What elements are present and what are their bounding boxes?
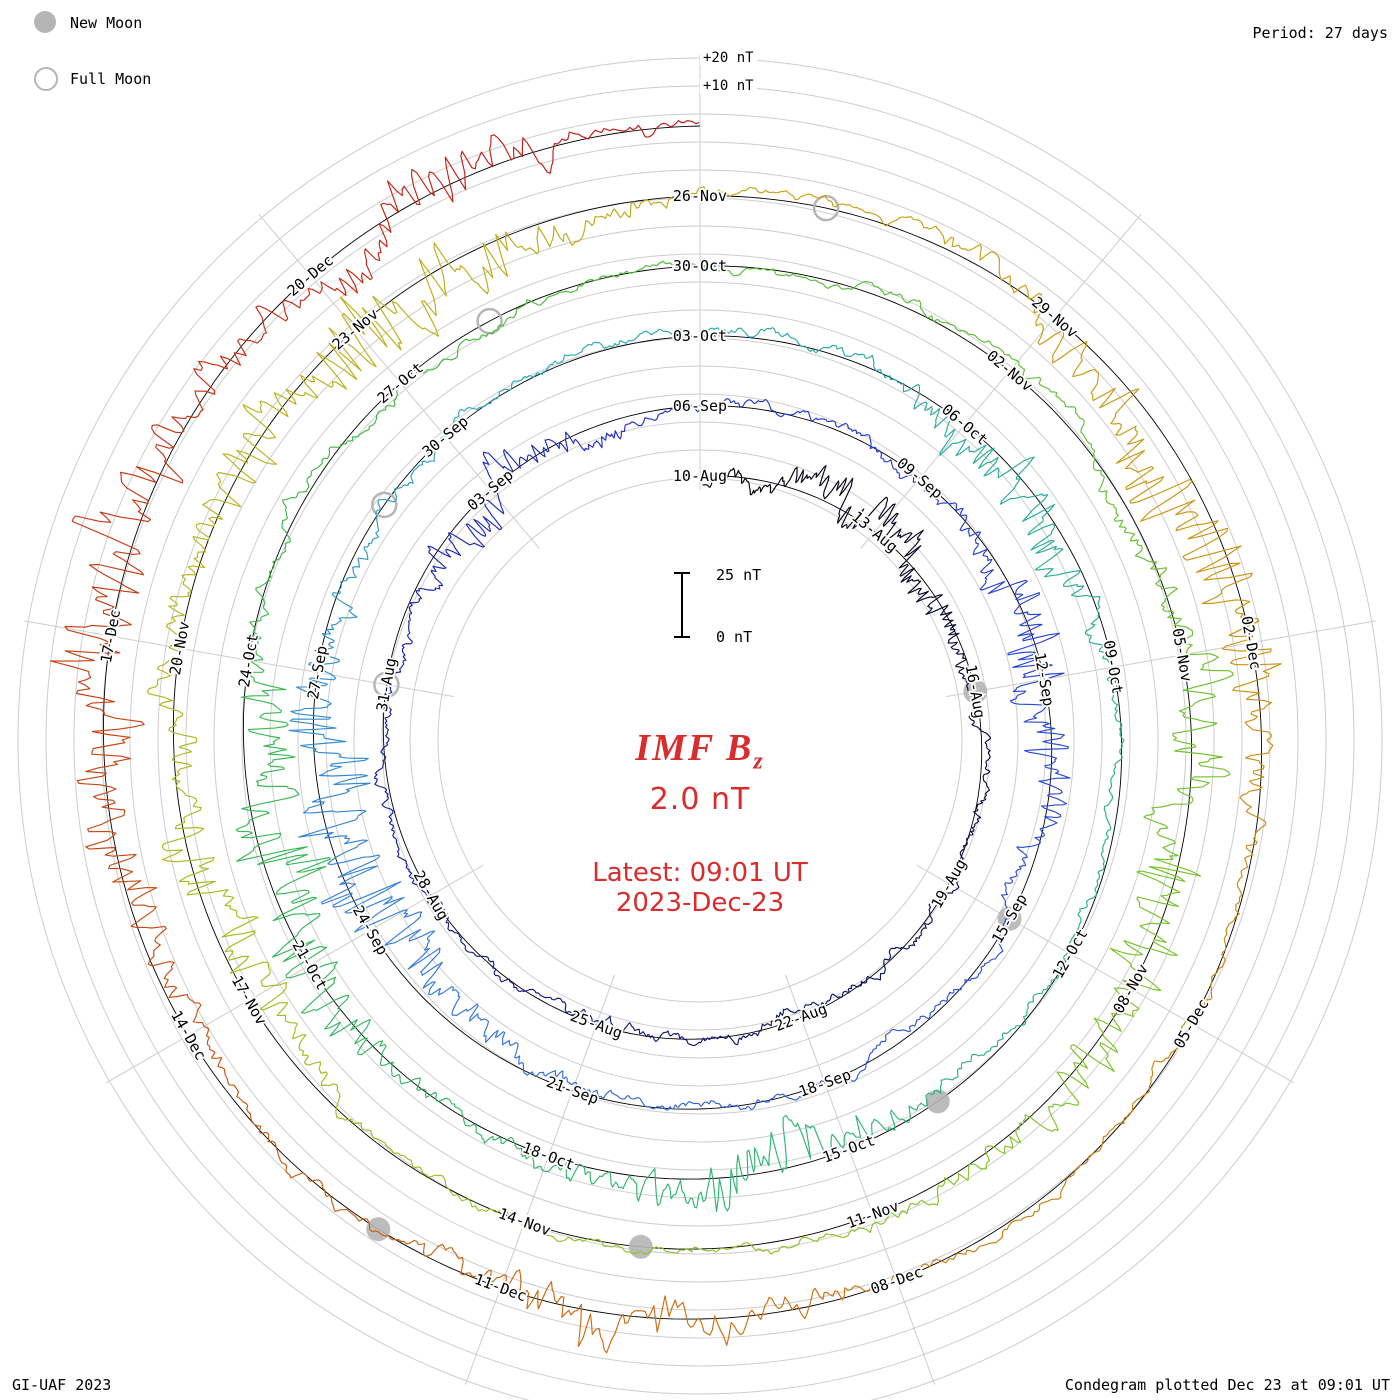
chart-title-main: IMF B xyxy=(635,727,754,769)
date-label: 30-Oct xyxy=(673,257,727,275)
date-label: 14-Nov xyxy=(496,1204,553,1239)
date-label: 20-Dec xyxy=(284,251,337,300)
date-label: 14-Dec xyxy=(167,1007,210,1063)
scale-bar-stem xyxy=(681,572,683,638)
new-moon-icon xyxy=(34,11,56,33)
latest-time: Latest: 09:01 UT xyxy=(592,858,808,888)
full-moon-marker xyxy=(371,491,398,519)
date-label: 25-Aug xyxy=(568,1007,625,1042)
scale-bar-top-cap xyxy=(674,572,690,574)
date-label: 31-Aug xyxy=(373,656,400,712)
legend-new-moon-label: New Moon xyxy=(70,14,143,32)
scale-bar-top-label: 25 nT xyxy=(714,566,764,584)
date-label: 13-Aug xyxy=(848,507,901,556)
date-label: 12-Oct xyxy=(1049,926,1092,982)
date-label: 03-Oct xyxy=(673,327,727,345)
legend-full-moon-label: Full Moon xyxy=(70,70,152,88)
date-label: 02-Nov xyxy=(983,347,1036,396)
credit-label: GI-UAF 2023 xyxy=(12,1376,112,1394)
period-label: Period: 27 days xyxy=(1252,24,1388,42)
date-label: 05-Dec xyxy=(1170,996,1213,1052)
date-label: 18-Sep xyxy=(796,1065,853,1100)
date-label: 08-Dec xyxy=(868,1263,925,1298)
plotted-label: Condegram plotted Dec 23 at 09:01 UT xyxy=(1064,1376,1390,1394)
date-label: 06-Sep xyxy=(673,397,727,415)
bz-trace xyxy=(50,120,1282,1354)
date-label: 03-Sep xyxy=(464,466,517,515)
new-moon-marker xyxy=(925,1089,950,1114)
latest-date: 2023-Dec-23 xyxy=(615,888,785,918)
new-moon-marker xyxy=(628,1234,653,1259)
date-label: 09-Oct xyxy=(1100,639,1127,695)
date-label: 30-Sep xyxy=(419,412,472,461)
polar-grid xyxy=(17,54,1383,1400)
date-label: 12-Sep xyxy=(1031,651,1058,707)
chart-title: IMF Bz xyxy=(0,726,1400,776)
moon-markers xyxy=(366,194,1022,1259)
date-label: 22-Aug xyxy=(772,1000,829,1035)
date-label: 17-Dec xyxy=(97,608,124,664)
baseline-spiral xyxy=(102,125,1263,1320)
date-label: 26-Nov xyxy=(673,187,727,205)
date-label: 17-Nov xyxy=(228,972,271,1028)
date-label: 10-Aug xyxy=(673,467,727,485)
chart-title-sub: z xyxy=(753,748,765,775)
scale-bar-zero-label: 0 nT xyxy=(714,628,755,646)
ref-plus10-label: +10 nT xyxy=(700,78,757,94)
date-label: 27-Oct xyxy=(374,359,427,408)
date-label: 15-Oct xyxy=(820,1131,877,1166)
date-label: 21-Sep xyxy=(544,1073,601,1108)
date-label: 11-Nov xyxy=(844,1197,901,1232)
scale-bar xyxy=(674,572,690,638)
full-moon-icon xyxy=(34,67,58,91)
new-moon-marker xyxy=(963,679,988,704)
scale-bar-bottom-cap xyxy=(674,636,690,638)
ref-plus20-label: +20 nT xyxy=(700,50,757,66)
current-value: 2.0 nT xyxy=(649,782,751,817)
full-moon-marker xyxy=(373,671,400,698)
date-label: 02-Dec xyxy=(1238,615,1265,671)
date-label: 18-Oct xyxy=(520,1138,577,1173)
